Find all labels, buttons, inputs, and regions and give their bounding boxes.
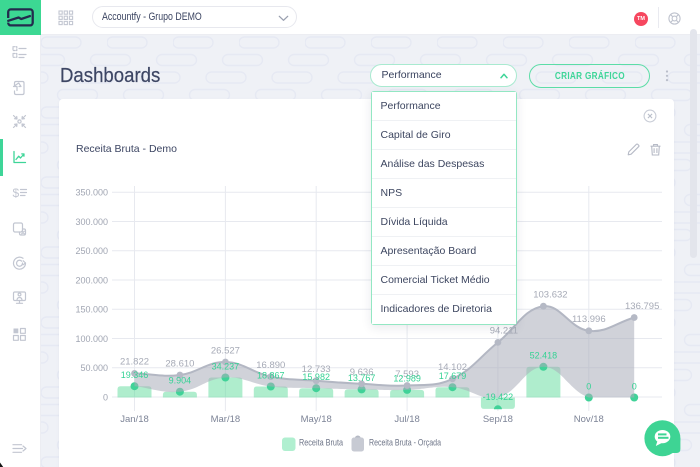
svg-text:28.610: 28.610 (165, 358, 194, 369)
svg-text:18.867: 18.867 (257, 370, 285, 380)
svg-text:14.102: 14.102 (438, 362, 467, 373)
svg-text:12.989: 12.989 (393, 374, 421, 384)
svg-text:34.237: 34.237 (212, 361, 240, 371)
svg-text:-19.422: -19.422 (483, 392, 514, 402)
svg-text:94.211: 94.211 (490, 326, 518, 337)
svg-text:12.733: 12.733 (302, 364, 331, 375)
svg-text:13.767: 13.767 (348, 373, 376, 383)
svg-text:15.982: 15.982 (302, 372, 330, 382)
svg-text:17.679: 17.679 (439, 371, 467, 381)
svg-text:100.000: 100.000 (75, 334, 108, 344)
svg-text:9.904: 9.904 (169, 376, 192, 386)
svg-text:19.346: 19.346 (121, 370, 149, 380)
svg-text:52.418: 52.418 (530, 351, 558, 361)
svg-text:136.795: 136.795 (625, 301, 659, 312)
svg-text:0: 0 (586, 381, 591, 391)
svg-text:Receita Bruta: Receita Bruta (299, 438, 344, 449)
svg-text:$: $ (13, 186, 20, 200)
svg-text:Jul/18: Jul/18 (394, 414, 419, 425)
svg-text:May/18: May/18 (301, 414, 332, 425)
svg-text:50.000: 50.000 (80, 363, 108, 373)
svg-text:0: 0 (632, 381, 637, 391)
svg-text:300.000: 300.000 (75, 217, 108, 227)
svg-text:103.632: 103.632 (533, 290, 567, 301)
svg-text:200.000: 200.000 (75, 275, 108, 285)
svg-text:150.000: 150.000 (75, 305, 108, 315)
svg-text:Jan/18: Jan/18 (120, 414, 149, 425)
svg-text:113.996: 113.996 (572, 314, 606, 325)
svg-text:Mar/18: Mar/18 (211, 414, 241, 425)
svg-text:0: 0 (103, 392, 108, 402)
svg-text:250.000: 250.000 (75, 246, 108, 256)
svg-text:Sep/18: Sep/18 (483, 414, 513, 425)
svg-text:7.593: 7.593 (395, 369, 419, 380)
svg-text:Receita Bruta - Orçada: Receita Bruta - Orçada (369, 438, 442, 449)
svg-text:350.000: 350.000 (75, 188, 108, 198)
svg-text:Nov/18: Nov/18 (574, 414, 604, 425)
svg-text:26.527: 26.527 (211, 345, 240, 356)
svg-text:9.636: 9.636 (350, 367, 374, 378)
svg-text:21.822: 21.822 (120, 357, 149, 368)
svg-text:16.890: 16.890 (256, 360, 285, 371)
